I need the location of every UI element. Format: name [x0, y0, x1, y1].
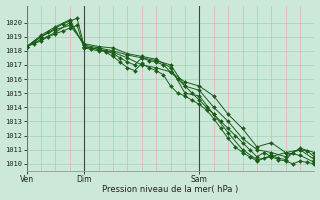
X-axis label: Pression niveau de la mer( hPa ): Pression niveau de la mer( hPa ): [102, 185, 239, 194]
